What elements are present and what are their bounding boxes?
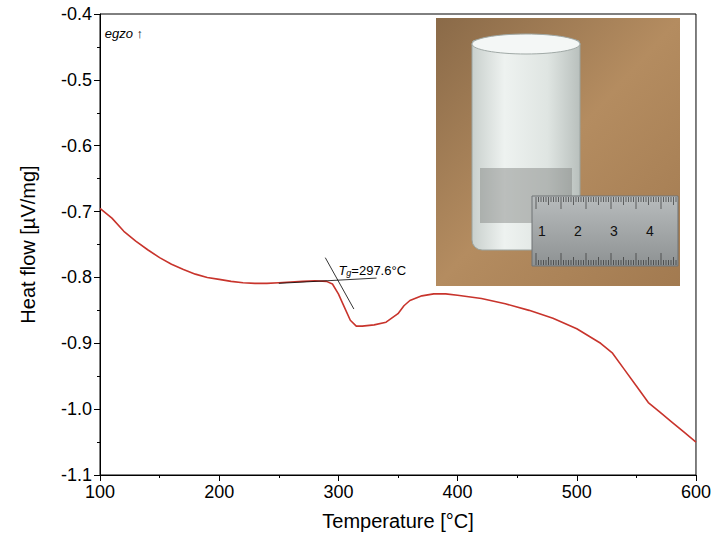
svg-text:Temperature [°C]: Temperature [°C]	[322, 510, 473, 532]
svg-text:-1.1: -1.1	[61, 465, 92, 485]
svg-text:-0.6: -0.6	[61, 136, 92, 156]
svg-text:Heat flow [µV/mg]: Heat flow [µV/mg]	[17, 165, 39, 323]
svg-text:400: 400	[443, 482, 473, 502]
svg-text:1: 1	[538, 223, 546, 239]
svg-text:200: 200	[204, 482, 234, 502]
svg-text:100: 100	[85, 482, 115, 502]
svg-text:500: 500	[562, 482, 592, 502]
svg-text:-0.5: -0.5	[61, 70, 92, 90]
svg-text:egzo ↑: egzo ↑	[105, 26, 143, 41]
svg-text:-0.7: -0.7	[61, 202, 92, 222]
svg-text:-1.0: -1.0	[61, 399, 92, 419]
svg-text:-0.4: -0.4	[61, 4, 92, 24]
html-text:Tg: Tg	[338, 262, 352, 279]
svg-text:4: 4	[646, 223, 654, 239]
svg-text:-0.9: -0.9	[61, 333, 92, 353]
svg-text:3: 3	[610, 223, 618, 239]
svg-text:=297.6°C: =297.6°C	[351, 263, 406, 278]
svg-text:-0.8: -0.8	[61, 267, 92, 287]
svg-text:2: 2	[574, 223, 582, 239]
svg-text:600: 600	[681, 482, 711, 502]
svg-text:300: 300	[323, 482, 353, 502]
